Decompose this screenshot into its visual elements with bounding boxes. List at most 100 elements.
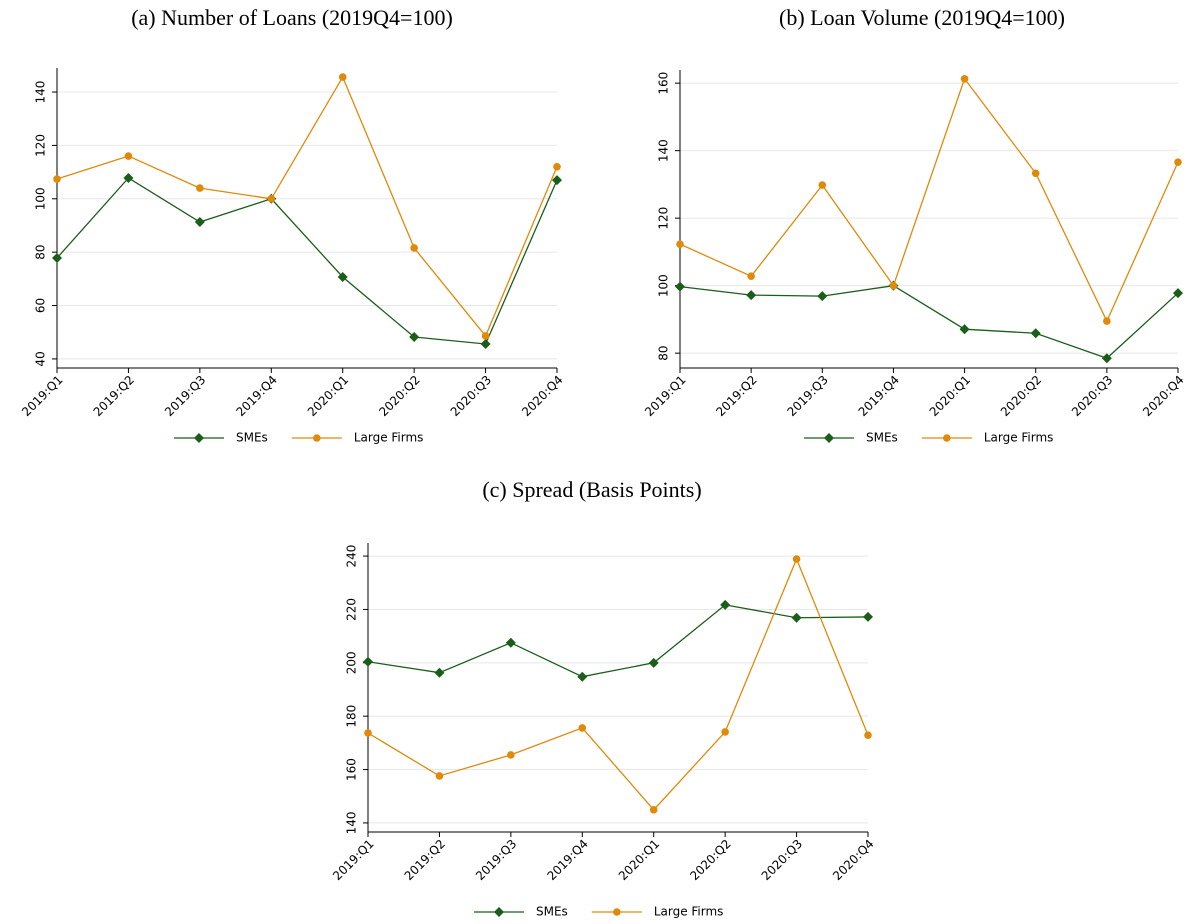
- marker: [818, 181, 827, 189]
- chart-title: (c) Spread (Basis Points): [482, 477, 701, 502]
- marker: [552, 175, 562, 186]
- marker: [505, 637, 516, 648]
- legend-label: SMEs: [866, 431, 898, 445]
- marker: [817, 291, 828, 302]
- marker: [792, 555, 801, 563]
- marker: [553, 162, 561, 171]
- marker: [494, 907, 504, 917]
- marker: [52, 253, 62, 264]
- legend-label: Large Firms: [984, 431, 1054, 445]
- legend-label: Large Firms: [354, 431, 424, 445]
- y-tick-label: 160: [345, 758, 359, 781]
- marker: [675, 281, 685, 292]
- x-tick-label: 2020:Q1: [927, 373, 973, 419]
- marker: [824, 433, 834, 443]
- x-tick-label: 2019:Q3: [162, 373, 208, 419]
- x-tick-label: 2020:Q4: [1140, 373, 1186, 419]
- series-line: [679, 284, 1179, 359]
- marker: [747, 272, 755, 281]
- marker: [649, 806, 658, 814]
- y-tick-label: 60: [34, 298, 48, 313]
- y-tick-label: 120: [657, 207, 671, 230]
- x-tick-label: 2020:Q2: [376, 373, 422, 419]
- y-tick-label: 120: [34, 134, 48, 157]
- x-tick-label: 2019:Q2: [91, 373, 137, 419]
- series-line: [56, 177, 558, 345]
- legend-label: SMEs: [236, 431, 268, 445]
- marker: [676, 240, 684, 248]
- y-tick-label: 40: [34, 351, 48, 366]
- y-tick-label: 180: [345, 705, 359, 728]
- y-tick-label: 240: [345, 545, 359, 568]
- x-tick-label: 2020:Q1: [616, 837, 662, 883]
- marker: [194, 433, 204, 443]
- y-tick-label: 140: [34, 81, 48, 104]
- marker: [578, 724, 587, 732]
- x-tick-label: 2019:Q2: [713, 373, 759, 419]
- x-tick-label: 2020:Q3: [448, 373, 494, 419]
- marker: [123, 172, 134, 183]
- x-tick-label: 2020:Q2: [687, 837, 733, 883]
- marker: [1031, 169, 1040, 178]
- series-line: [367, 604, 869, 678]
- y-tick-label: 140: [345, 811, 359, 834]
- marker: [791, 612, 802, 623]
- y-tick-label: 140: [657, 139, 671, 162]
- marker: [720, 599, 731, 610]
- x-tick-label: 2019:Q3: [473, 837, 519, 883]
- marker: [507, 751, 515, 759]
- x-tick-label: 2020:Q3: [759, 837, 805, 883]
- x-tick-label: 2019:Q4: [856, 373, 902, 419]
- x-tick-label: 2019:Q3: [784, 373, 830, 419]
- marker: [124, 152, 133, 160]
- x-tick-label: 2019:Q1: [642, 373, 688, 419]
- x-tick-label: 2019:Q2: [402, 837, 448, 883]
- x-tick-label: 2019:Q1: [330, 837, 376, 883]
- marker: [363, 656, 373, 667]
- y-tick-label: 80: [34, 245, 48, 260]
- marker: [267, 194, 276, 203]
- x-tick-label: 2020:Q3: [1069, 373, 1115, 419]
- y-tick-label: 100: [657, 274, 671, 297]
- marker: [435, 772, 444, 780]
- legend-label: Large Firms: [654, 905, 724, 919]
- marker: [863, 611, 873, 622]
- marker: [1101, 353, 1112, 364]
- y-tick-label: 100: [34, 187, 48, 210]
- y-tick-label: 220: [345, 598, 359, 621]
- marker: [410, 244, 418, 252]
- x-tick-label: 2019:Q1: [19, 373, 65, 419]
- marker: [864, 731, 872, 739]
- marker: [959, 324, 970, 335]
- marker: [889, 281, 898, 290]
- marker: [648, 657, 659, 668]
- marker: [53, 175, 61, 183]
- marker: [313, 434, 321, 442]
- marker: [960, 74, 969, 83]
- marker: [194, 217, 205, 228]
- marker: [338, 73, 347, 81]
- x-tick-label: 2019:Q4: [233, 373, 279, 419]
- marker: [613, 908, 621, 916]
- marker: [1030, 328, 1041, 339]
- marker: [434, 667, 445, 678]
- series-line: [367, 557, 869, 811]
- y-tick-label: 80: [657, 346, 671, 361]
- marker: [746, 290, 757, 301]
- marker: [1173, 288, 1183, 299]
- x-tick-label: 2019:Q4: [544, 837, 590, 883]
- marker: [1174, 158, 1182, 166]
- x-tick-label: 2020:Q1: [305, 373, 351, 419]
- marker: [364, 729, 372, 737]
- marker: [480, 338, 491, 349]
- chart-title: (b) Loan Volume (2019Q4=100): [779, 5, 1065, 30]
- x-tick-label: 2020:Q2: [998, 373, 1044, 419]
- marker: [1103, 317, 1111, 325]
- x-tick-label: 2020:Q4: [830, 837, 876, 883]
- series-line: [56, 75, 558, 338]
- marker: [721, 728, 729, 736]
- chart-title: (a) Number of Loans (2019Q4=100): [131, 5, 453, 30]
- legend-label: SMEs: [536, 905, 568, 919]
- marker: [481, 332, 490, 340]
